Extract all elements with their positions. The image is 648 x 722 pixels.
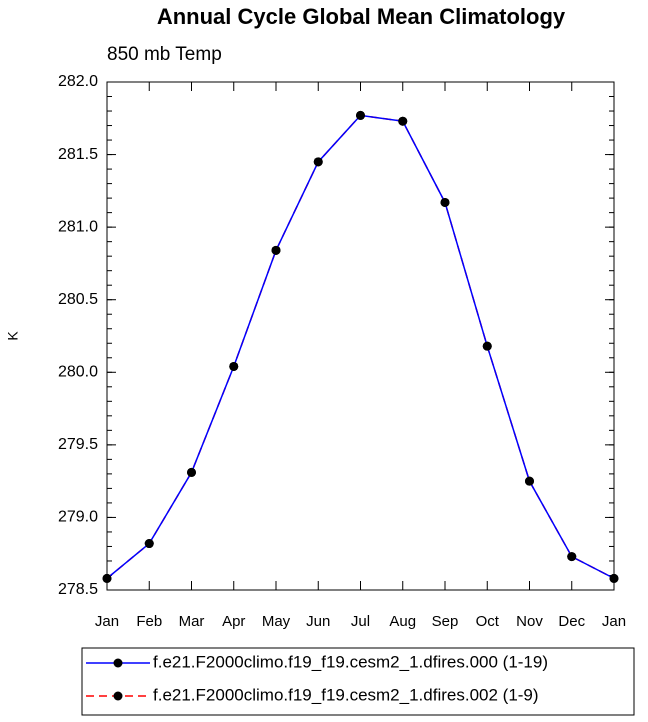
- legend-marker: [113, 658, 123, 668]
- series-line: [106, 114, 615, 580]
- x-tick-label: Sep: [432, 613, 459, 630]
- y-tick-label: 278.5: [58, 581, 98, 598]
- data-point: [356, 110, 365, 120]
- x-tick-label: Dec: [558, 613, 585, 630]
- data-point: [440, 197, 450, 207]
- y-tick-label: 279.5: [58, 436, 98, 453]
- y-tick-label: 281.5: [58, 146, 98, 163]
- x-tick-label: Feb: [136, 613, 162, 630]
- data-point: [398, 116, 408, 126]
- data-point: [567, 552, 577, 562]
- chart-subtitle: 850 mb Temp: [107, 44, 222, 65]
- x-tick-label: Jan: [95, 613, 119, 630]
- x-tick-label: Oct: [476, 613, 500, 630]
- x-tick-label: Jul: [351, 613, 370, 630]
- x-tick-label: Mar: [179, 613, 205, 630]
- data-point: [313, 157, 323, 167]
- series-line: [106, 114, 615, 580]
- x-tick-label: Aug: [389, 613, 416, 630]
- y-tick-label: 279.0: [58, 509, 98, 526]
- x-tick-label: May: [262, 613, 291, 630]
- legend-label: f.e21.F2000climo.f19_f19.cesm2_1.dfires.…: [153, 652, 548, 671]
- y-tick-label: 282.0: [58, 73, 98, 90]
- x-tick-label: Jan: [602, 613, 626, 630]
- x-tick-label: Apr: [222, 613, 245, 630]
- data-point: [525, 476, 534, 486]
- data-point: [102, 573, 112, 583]
- data-point: [229, 361, 239, 371]
- legend-box: [81, 647, 635, 716]
- data-point: [187, 467, 196, 477]
- x-tick-label: Jun: [306, 613, 330, 630]
- y-axis-label: K: [5, 331, 21, 341]
- data-point: [482, 341, 492, 351]
- y-tick-label: 280.0: [58, 364, 98, 381]
- legend-label: f.e21.F2000climo.f19_f19.cesm2_1.dfires.…: [153, 685, 539, 704]
- y-tick-label: 280.5: [58, 291, 98, 308]
- chart-title: Annual Cycle Global Mean Climatology: [157, 4, 566, 29]
- x-tick-label: Nov: [516, 613, 543, 630]
- legend-marker: [113, 691, 123, 701]
- data-point: [144, 539, 154, 549]
- data-point: [609, 573, 619, 583]
- y-tick-label: 281.0: [58, 218, 98, 235]
- plot-frame: [106, 81, 615, 591]
- data-point: [271, 245, 281, 255]
